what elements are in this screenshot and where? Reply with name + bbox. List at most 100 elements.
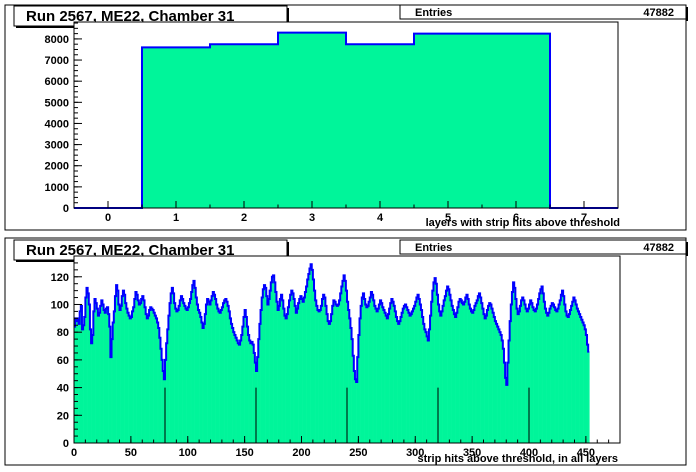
stats-value: 47882 [643,242,674,254]
bar [113,311,116,443]
bar [125,303,127,443]
bar [277,310,280,443]
x-tick-label: 350 [463,447,481,459]
bar [345,290,348,443]
bar [89,329,92,443]
bar [449,294,451,443]
bar [555,310,557,443]
bar [119,310,121,443]
bar [312,279,315,443]
y-tick-label: 8000 [45,34,69,46]
bar [392,301,394,443]
bar [271,276,274,443]
bar [423,323,425,443]
x-tick-label: 200 [292,447,310,459]
chart-title: Run 2567, ME22, Chamber 31 [26,8,234,25]
bar [453,314,456,443]
bar [496,323,498,443]
bar [104,312,107,443]
bar [328,323,331,443]
bar [337,304,340,443]
bar [135,292,137,443]
bar [300,296,302,443]
bar [110,357,112,443]
bar [178,305,181,443]
bar [301,298,303,443]
bar [420,310,423,443]
bar [341,286,343,443]
bar [393,305,396,443]
bar [168,315,170,443]
bar [329,321,332,443]
histogram-panel-2: Run 2567, ME22, Chamber 31 Entries 47882… [4,237,688,466]
bar [374,305,376,443]
bar [128,315,131,443]
bar [317,310,319,443]
stats-box-shadow [686,242,688,256]
bar [116,285,118,443]
bar [242,326,244,443]
bar [492,312,495,443]
bar [452,310,455,443]
bar [228,311,231,443]
bar [369,297,372,443]
bar [568,314,571,443]
bar [414,33,483,208]
x-tick-label: 4 [377,212,384,224]
bar [415,301,417,443]
bar [270,282,273,443]
bar [262,289,265,443]
bar [241,334,243,443]
bar [117,290,119,443]
bar [332,305,334,443]
bar [196,304,199,443]
bar [390,303,392,443]
bar [379,300,382,443]
bar [400,316,402,443]
bar [236,340,239,443]
bar [244,310,247,443]
bar [290,294,292,443]
bar [391,298,393,443]
bar [351,339,353,443]
bar [292,293,294,443]
bar [197,310,200,443]
bar [408,312,410,443]
bar [302,301,305,443]
bar [502,348,505,443]
bar [456,312,458,443]
bar [174,303,176,443]
bar [126,308,128,443]
bar [350,328,352,443]
bar [179,300,182,443]
bar [531,303,533,443]
bar [323,294,325,443]
y-axis: 0 20 40 60 80 100 120 [51,255,82,450]
bar [321,298,324,443]
bar [304,292,307,443]
bar [517,314,520,443]
bar [150,307,152,443]
bar [376,311,379,443]
bar [257,357,259,443]
bar [93,311,95,443]
bar [519,305,522,443]
bar [426,336,429,443]
bar [182,298,184,443]
bar [144,307,146,443]
bar [573,297,575,443]
bar [411,311,414,443]
bar [450,300,452,443]
bar [138,304,141,443]
bar [414,305,416,443]
bar [493,316,496,443]
bar [154,315,157,443]
bar [83,325,85,443]
bar [425,332,427,443]
bar [394,311,397,443]
bar [219,312,222,443]
bar [579,314,581,443]
title-box: Run 2567, ME22, Chamber 31 [13,5,289,28]
bar [188,303,191,443]
bar [463,304,465,443]
